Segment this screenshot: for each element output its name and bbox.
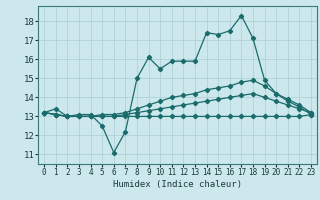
- X-axis label: Humidex (Indice chaleur): Humidex (Indice chaleur): [113, 180, 242, 189]
